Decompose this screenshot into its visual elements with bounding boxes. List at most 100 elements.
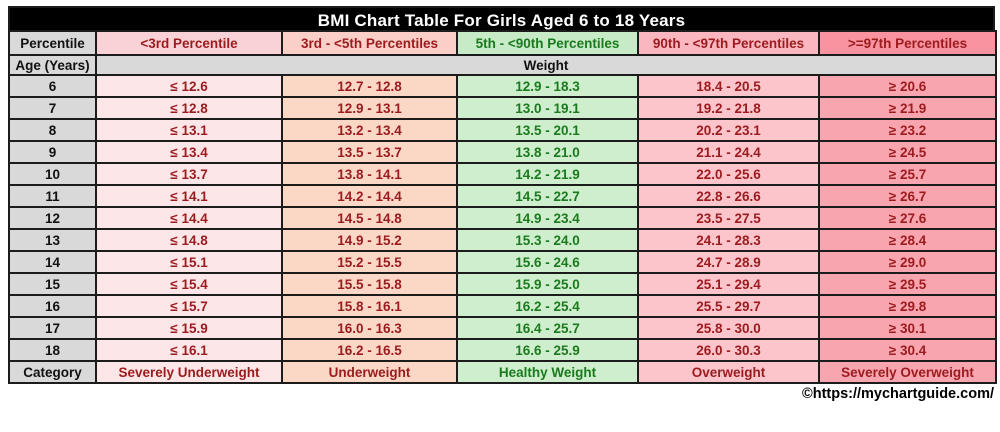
table-row-age-12: 12 ≤ 14.4 14.5 - 14.8 14.9 - 23.4 23.5 -… xyxy=(8,206,997,230)
age-cell: 9 xyxy=(8,140,97,164)
table-row-age-13: 13 ≤ 14.8 14.9 - 15.2 15.3 - 24.0 24.1 -… xyxy=(8,228,997,252)
table-row-age-14: 14 ≤ 15.1 15.2 - 15.5 15.6 - 24.6 24.7 -… xyxy=(8,250,997,274)
table-row-age-10: 10 ≤ 13.7 13.8 - 14.1 14.2 - 21.9 22.0 -… xyxy=(8,162,997,186)
bmi-range-cell: 15.3 - 24.0 xyxy=(456,228,639,252)
table-row-age-18: 18 ≤ 16.1 16.2 - 16.5 16.6 - 25.9 26.0 -… xyxy=(8,338,997,362)
age-cell: 11 xyxy=(8,184,97,208)
table-row-age-8: 8 ≤ 13.1 13.2 - 13.4 13.5 - 20.1 20.2 - … xyxy=(8,118,997,142)
bmi-range-cell: 22.0 - 25.6 xyxy=(637,162,820,186)
bmi-range-cell: 15.6 - 24.6 xyxy=(456,250,639,274)
table-row-age-15: 15 ≤ 15.4 15.5 - 15.8 15.9 - 25.0 25.1 -… xyxy=(8,272,997,296)
bmi-range-cell: 16.2 - 16.5 xyxy=(281,338,458,362)
category-severely-overweight: Severely Overweight xyxy=(818,360,997,384)
category-severely-underweight: Severely Underweight xyxy=(95,360,283,384)
bmi-range-cell: ≥ 25.7 xyxy=(818,162,997,186)
bmi-range-cell: 13.5 - 20.1 xyxy=(456,118,639,142)
bmi-range-cell: 13.2 - 13.4 xyxy=(281,118,458,142)
table-row-age-11: 11 ≤ 14.1 14.2 - 14.4 14.5 - 22.7 22.8 -… xyxy=(8,184,997,208)
bmi-range-cell: ≥ 23.2 xyxy=(818,118,997,142)
bmi-range-cell: ≤ 14.8 xyxy=(95,228,283,252)
bmi-range-cell: 14.9 - 15.2 xyxy=(281,228,458,252)
table-row-age-16: 16 ≤ 15.7 15.8 - 16.1 16.2 - 25.4 25.5 -… xyxy=(8,294,997,318)
category-underweight: Underweight xyxy=(281,360,458,384)
corner-percentile-label: Percentile xyxy=(8,30,97,56)
page-title: BMI Chart Table For Girls Aged 6 to 18 Y… xyxy=(8,6,995,32)
bmi-range-cell: ≥ 29.0 xyxy=(818,250,997,274)
weight-label: Weight xyxy=(95,54,997,76)
bmi-range-cell: ≤ 15.7 xyxy=(95,294,283,318)
table-row-age-6: 6 ≤ 12.6 12.7 - 12.8 12.9 - 18.3 18.4 - … xyxy=(8,74,997,98)
bmi-range-cell: ≥ 21.9 xyxy=(818,96,997,120)
bmi-range-cell: ≤ 15.9 xyxy=(95,316,283,340)
bmi-range-cell: 26.0 - 30.3 xyxy=(637,338,820,362)
bmi-range-cell: 14.2 - 14.4 xyxy=(281,184,458,208)
bmi-range-cell: ≤ 15.1 xyxy=(95,250,283,274)
category-row: Category Severely Underweight Underweigh… xyxy=(8,360,997,384)
bmi-range-cell: 16.4 - 25.7 xyxy=(456,316,639,340)
bmi-range-cell: ≤ 12.8 xyxy=(95,96,283,120)
bmi-range-cell: ≤ 16.1 xyxy=(95,338,283,362)
header-row: Percentile <3rd Percentile 3rd - <5th Pe… xyxy=(8,30,997,56)
bmi-range-cell: ≥ 30.1 xyxy=(818,316,997,340)
bmi-range-cell: 25.8 - 30.0 xyxy=(637,316,820,340)
bmi-range-cell: 13.8 - 14.1 xyxy=(281,162,458,186)
bmi-range-cell: 15.5 - 15.8 xyxy=(281,272,458,296)
bmi-range-cell: 15.8 - 16.1 xyxy=(281,294,458,318)
age-cell: 6 xyxy=(8,74,97,98)
bmi-range-cell: ≥ 24.5 xyxy=(818,140,997,164)
col-header-5th-90th: 5th - <90th Percentiles xyxy=(456,30,639,56)
age-cell: 10 xyxy=(8,162,97,186)
bmi-range-cell: 12.9 - 18.3 xyxy=(456,74,639,98)
col-header-90th-97th: 90th - <97th Percentiles xyxy=(637,30,820,56)
bmi-range-cell: 14.5 - 14.8 xyxy=(281,206,458,230)
bmi-range-cell: 12.7 - 12.8 xyxy=(281,74,458,98)
category-overweight: Overweight xyxy=(637,360,820,384)
copyright-footer: ©https://mychartguide.com/ xyxy=(802,386,994,402)
bmi-range-cell: 22.8 - 26.6 xyxy=(637,184,820,208)
bmi-range-cell: 14.2 - 21.9 xyxy=(456,162,639,186)
bmi-range-cell: ≥ 27.6 xyxy=(818,206,997,230)
bmi-range-cell: ≥ 29.8 xyxy=(818,294,997,318)
age-cell: 16 xyxy=(8,294,97,318)
bmi-range-cell: 14.9 - 23.4 xyxy=(456,206,639,230)
col-header-over-97th: >=97th Percentiles xyxy=(818,30,997,56)
age-cell: 18 xyxy=(8,338,97,362)
subheader-row: Age (Years) Weight xyxy=(8,54,997,76)
bmi-range-cell: 21.1 - 24.4 xyxy=(637,140,820,164)
col-header-under-3rd: <3rd Percentile xyxy=(95,30,283,56)
bmi-range-cell: 24.1 - 28.3 xyxy=(637,228,820,252)
bmi-range-cell: 16.0 - 16.3 xyxy=(281,316,458,340)
bmi-range-cell: 13.5 - 13.7 xyxy=(281,140,458,164)
bmi-range-cell: ≥ 29.5 xyxy=(818,272,997,296)
age-cell: 7 xyxy=(8,96,97,120)
category-healthy-weight: Healthy Weight xyxy=(456,360,639,384)
bmi-range-cell: ≤ 13.4 xyxy=(95,140,283,164)
bmi-range-cell: 16.6 - 25.9 xyxy=(456,338,639,362)
age-cell: 14 xyxy=(8,250,97,274)
age-cell: 17 xyxy=(8,316,97,340)
bmi-range-cell: ≤ 15.4 xyxy=(95,272,283,296)
table-row-age-9: 9 ≤ 13.4 13.5 - 13.7 13.8 - 21.0 21.1 - … xyxy=(8,140,997,164)
bmi-range-cell: 12.9 - 13.1 xyxy=(281,96,458,120)
bmi-table: Percentile <3rd Percentile 3rd - <5th Pe… xyxy=(8,30,997,384)
bmi-range-cell: 20.2 - 23.1 xyxy=(637,118,820,142)
age-cell: 12 xyxy=(8,206,97,230)
bmi-range-cell: 15.2 - 15.5 xyxy=(281,250,458,274)
bmi-range-cell: 24.7 - 28.9 xyxy=(637,250,820,274)
bmi-range-cell: 19.2 - 21.8 xyxy=(637,96,820,120)
bmi-range-cell: 16.2 - 25.4 xyxy=(456,294,639,318)
bmi-range-cell: 25.5 - 29.7 xyxy=(637,294,820,318)
bmi-range-cell: 14.5 - 22.7 xyxy=(456,184,639,208)
bmi-range-cell: 25.1 - 29.4 xyxy=(637,272,820,296)
bmi-range-cell: ≥ 26.7 xyxy=(818,184,997,208)
table-row-age-17: 17 ≤ 15.9 16.0 - 16.3 16.4 - 25.7 25.8 -… xyxy=(8,316,997,340)
bmi-range-cell: 18.4 - 20.5 xyxy=(637,74,820,98)
age-cell: 15 xyxy=(8,272,97,296)
table-row-age-7: 7 ≤ 12.8 12.9 - 13.1 13.0 - 19.1 19.2 - … xyxy=(8,96,997,120)
bmi-range-cell: 13.8 - 21.0 xyxy=(456,140,639,164)
col-header-3rd-5th: 3rd - <5th Percentiles xyxy=(281,30,458,56)
bmi-range-cell: 13.0 - 19.1 xyxy=(456,96,639,120)
bmi-range-cell: ≥ 28.4 xyxy=(818,228,997,252)
bmi-range-cell: ≤ 12.6 xyxy=(95,74,283,98)
bmi-range-cell: ≥ 20.6 xyxy=(818,74,997,98)
